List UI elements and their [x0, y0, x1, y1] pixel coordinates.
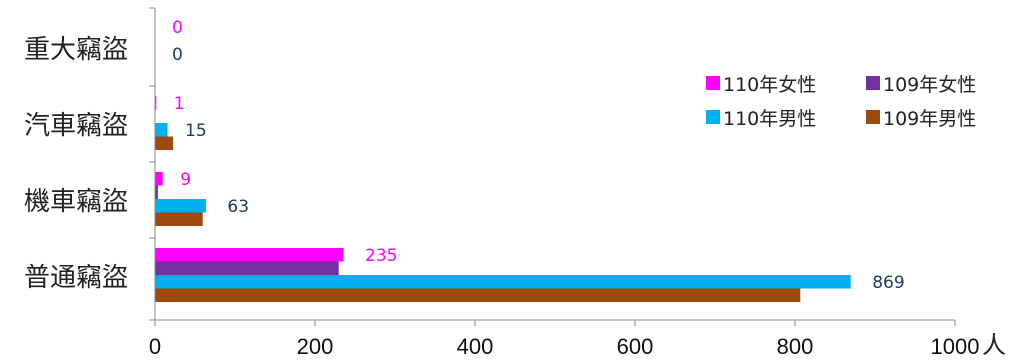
x-tick-label: 200	[297, 334, 334, 359]
data-label: 0	[172, 45, 183, 65]
x-tick-label: 800	[777, 334, 814, 359]
category-label: 機車竊盜	[24, 187, 128, 217]
legend-swatch	[706, 76, 720, 90]
x-unit-label: 人	[982, 331, 1006, 359]
bars	[155, 96, 851, 302]
bar	[155, 172, 163, 186]
data-label: 9	[180, 170, 191, 190]
bar	[155, 199, 206, 213]
legend-label: 110年男性	[723, 108, 816, 130]
legend-swatch	[866, 110, 880, 124]
x-tick-label: 1000	[931, 334, 980, 359]
legend-swatch	[866, 76, 880, 90]
bar	[155, 261, 339, 275]
category-label: 汽車竊盜	[24, 111, 128, 141]
category-label: 普通竊盜	[24, 263, 128, 293]
data-label: 869	[872, 273, 904, 293]
bar	[155, 288, 801, 302]
legend-label: 109年男性	[883, 108, 976, 130]
data-label: 235	[365, 246, 397, 266]
bar	[155, 96, 157, 110]
category-label: 重大竊盜	[24, 35, 128, 65]
x-tick-labels: 0 200 400 600 800 1000	[149, 334, 980, 359]
data-labels: 0 0 115 9 63 235 869	[172, 18, 905, 293]
legend-label: 109年女性	[883, 74, 976, 96]
legend-label: 110年女性	[723, 74, 816, 96]
bar	[155, 275, 851, 289]
bar	[155, 248, 344, 262]
legend: 110年女性 109年女性 110年男性 109年男性	[706, 74, 976, 130]
x-tick-label: 600	[617, 334, 654, 359]
data-label: 15	[185, 121, 207, 141]
x-tick-label: 0	[149, 334, 161, 359]
bar	[155, 212, 203, 226]
bar	[155, 136, 174, 150]
bar	[155, 185, 158, 199]
bar	[155, 123, 168, 137]
data-label: 1	[174, 94, 185, 114]
data-label: 0	[172, 18, 183, 38]
data-label: 63	[227, 197, 249, 217]
legend-swatch	[706, 110, 720, 124]
category-labels: 重大竊盜 汽車竊盜 機車竊盜 普通竊盜	[24, 35, 128, 293]
axes	[149, 7, 956, 326]
x-tick-label: 400	[457, 334, 494, 359]
